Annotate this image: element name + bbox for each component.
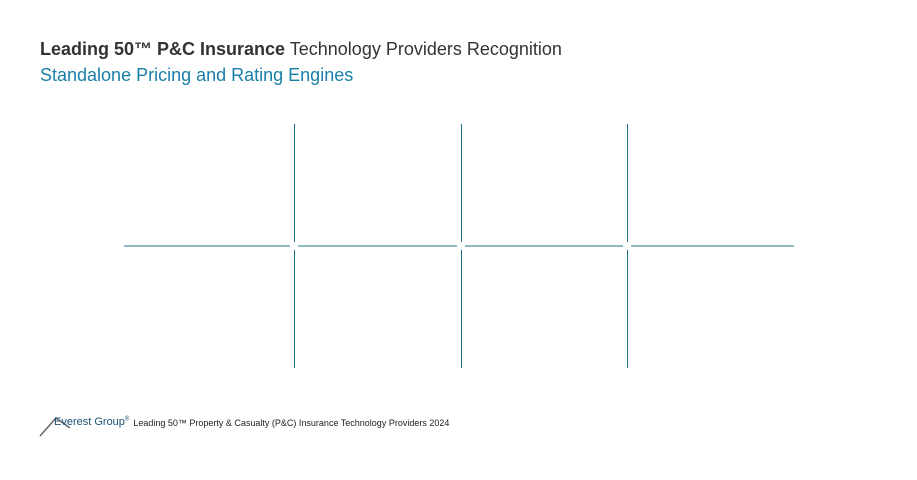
brand-mark: ® <box>124 416 130 423</box>
brand-name: Everest Group <box>54 416 125 428</box>
title-bold: Leading 50™ P&C Insurance <box>40 39 286 59</box>
brand: Everest Group® <box>54 416 129 428</box>
title-rest: Technology Providers Recognition <box>289 39 562 59</box>
footer: Everest Group® Leading 50™ Property & Ca… <box>40 416 449 428</box>
title: Leading 50™ P&C Insurance Technology Pro… <box>40 39 562 60</box>
subtitle: Standalone Pricing and Rating Engines <box>40 65 354 85</box>
footer-text: Leading 50™ Property & Casualty (P&C) In… <box>133 418 450 428</box>
